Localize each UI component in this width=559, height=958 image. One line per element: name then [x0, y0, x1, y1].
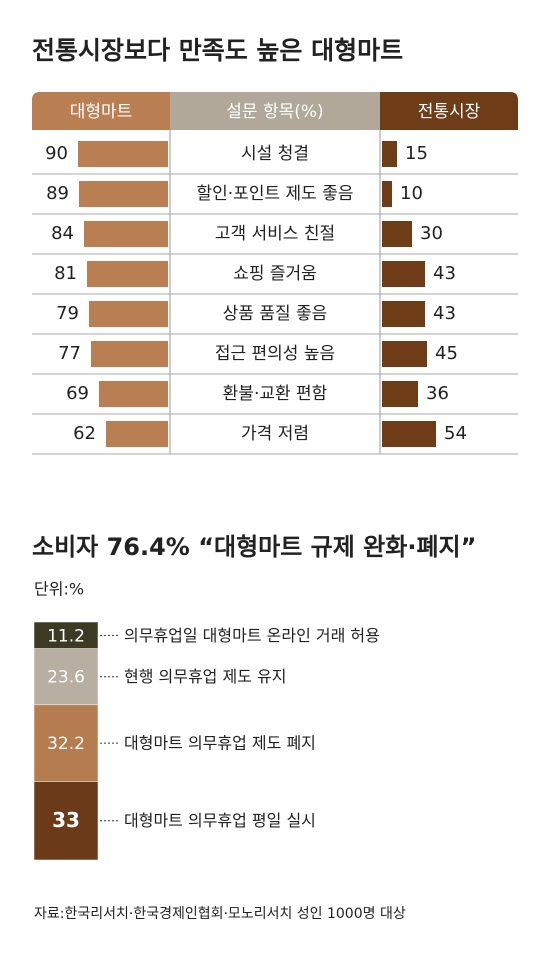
value-label: 77	[58, 343, 81, 364]
bar	[382, 221, 412, 247]
value-label: 30	[420, 223, 443, 244]
value-label: 36	[426, 383, 449, 404]
category-label: 쇼핑 즐거움	[233, 264, 317, 284]
legend-label: 대형마트 의무휴업 제도 폐지	[124, 734, 316, 753]
value-label: 81	[54, 263, 77, 284]
stack-segment	[33, 704, 99, 782]
chart-title: 소비자 76.4% “대형마트 규제 완화·폐지”	[32, 533, 476, 561]
stack-segment	[33, 648, 99, 706]
stack-segment	[33, 621, 99, 649]
bar	[382, 341, 427, 367]
column-header: 설문 항목(%)	[226, 102, 323, 122]
bar	[382, 261, 425, 287]
legend-label: 현행 의무휴업 제도 유지	[124, 667, 286, 686]
header-cell	[170, 92, 380, 130]
value-label: 69	[66, 383, 89, 404]
bar	[382, 381, 418, 407]
value-label: 45	[435, 343, 458, 364]
value-label: 10	[400, 183, 423, 204]
unit-label: 단위:%	[34, 580, 84, 599]
category-label: 고객 서비스 친절	[215, 224, 335, 244]
value-label: 43	[433, 303, 456, 324]
header-cell	[380, 92, 518, 130]
bar	[382, 301, 425, 327]
value-label: 90	[45, 143, 68, 164]
value-label: 43	[433, 263, 456, 284]
value-label: 62	[73, 423, 96, 444]
category-label: 할인·포인트 제도 좋음	[197, 184, 354, 204]
bar	[382, 141, 397, 167]
value-label: 89	[46, 183, 69, 204]
bar	[382, 181, 392, 207]
legend-label: 대형마트	[70, 102, 133, 122]
legend-label: 의무휴업일 대형마트 온라인 거래 허용	[124, 626, 380, 645]
bar	[78, 141, 168, 167]
chart-title: 전통시장보다 만족도 높은 대형마트	[32, 36, 403, 65]
value-label: 32.2	[47, 734, 85, 754]
header-cell	[32, 92, 170, 130]
value-label: 15	[405, 143, 428, 164]
bar	[87, 261, 168, 287]
value-label: 33	[52, 808, 80, 832]
value-label: 79	[56, 303, 79, 324]
stack-segment	[33, 781, 99, 861]
value-label: 11.2	[47, 626, 85, 646]
legend-label: 대형마트 의무휴업 평일 실시	[124, 811, 316, 830]
bar	[84, 221, 168, 247]
value-label: 54	[444, 423, 467, 444]
category-label: 상품 품질 좋음	[223, 304, 328, 324]
source: 자료:한국리서치·한국경제인협회·모노리서치 성인 1000명 대상	[34, 906, 406, 922]
bar	[99, 381, 168, 407]
category-label: 가격 저렴	[241, 424, 309, 444]
category-label: 환불·교환 편함	[223, 384, 328, 404]
value-label: 23.6	[47, 668, 85, 688]
bar	[91, 341, 168, 367]
bar	[382, 421, 436, 447]
bar	[79, 181, 168, 207]
legend-label: 전통시장	[418, 102, 481, 122]
bar	[89, 301, 168, 327]
value-label: 84	[51, 223, 74, 244]
bar	[106, 421, 168, 447]
category-label: 시설 청결	[241, 144, 309, 164]
category-label: 접근 편의성 높음	[215, 344, 335, 364]
